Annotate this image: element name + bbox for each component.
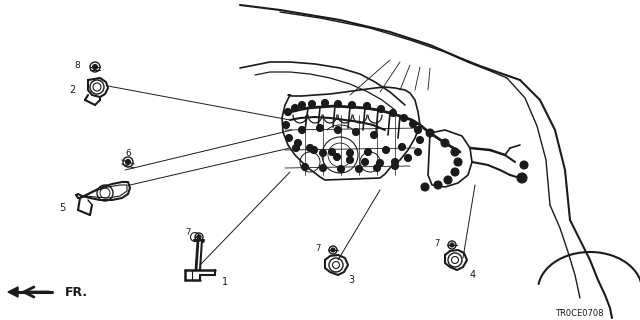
Circle shape (378, 106, 385, 113)
Circle shape (346, 156, 353, 164)
Circle shape (520, 161, 528, 169)
Circle shape (307, 145, 314, 151)
Circle shape (321, 100, 328, 107)
Circle shape (390, 109, 397, 116)
Circle shape (285, 108, 291, 116)
Circle shape (93, 65, 97, 69)
Circle shape (310, 147, 317, 154)
Text: 7: 7 (316, 244, 321, 252)
Text: 7: 7 (435, 238, 440, 247)
Circle shape (319, 149, 326, 156)
Text: 3: 3 (348, 275, 354, 285)
Circle shape (401, 115, 408, 122)
Circle shape (301, 164, 308, 171)
Circle shape (415, 126, 422, 133)
Circle shape (451, 148, 459, 156)
Circle shape (374, 164, 381, 172)
Circle shape (417, 137, 424, 143)
Circle shape (362, 158, 369, 165)
Circle shape (319, 164, 326, 172)
Polygon shape (8, 287, 18, 297)
Circle shape (454, 158, 462, 166)
Circle shape (444, 176, 452, 184)
Circle shape (197, 235, 201, 239)
Circle shape (285, 134, 292, 141)
Text: 4: 4 (470, 270, 476, 280)
Circle shape (308, 100, 316, 108)
Circle shape (355, 165, 362, 172)
Circle shape (426, 129, 434, 137)
Text: 2: 2 (68, 85, 75, 95)
Circle shape (298, 126, 305, 133)
Circle shape (392, 163, 399, 170)
Text: 7: 7 (186, 228, 191, 236)
Circle shape (291, 105, 298, 111)
Circle shape (349, 101, 355, 108)
Circle shape (517, 173, 527, 183)
Circle shape (451, 168, 459, 176)
Text: FR.: FR. (65, 285, 88, 299)
Circle shape (282, 122, 289, 129)
Circle shape (441, 139, 449, 147)
Circle shape (383, 147, 390, 154)
Circle shape (364, 102, 371, 109)
Circle shape (328, 148, 335, 156)
Circle shape (298, 101, 305, 108)
Circle shape (333, 154, 340, 161)
Circle shape (337, 165, 344, 172)
Circle shape (404, 155, 412, 162)
Text: 8: 8 (74, 60, 80, 69)
Circle shape (434, 181, 442, 189)
Text: 1: 1 (222, 277, 228, 287)
Text: TR0CE0708: TR0CE0708 (555, 308, 604, 317)
Circle shape (331, 248, 335, 252)
Text: 5: 5 (59, 203, 65, 213)
Circle shape (376, 159, 383, 166)
Circle shape (292, 145, 300, 151)
Circle shape (346, 149, 353, 156)
Circle shape (365, 148, 371, 156)
Circle shape (335, 100, 342, 108)
Text: 6: 6 (125, 148, 131, 157)
Circle shape (294, 140, 301, 147)
Circle shape (353, 129, 360, 135)
Circle shape (317, 124, 323, 132)
Circle shape (415, 148, 422, 156)
Circle shape (125, 159, 131, 164)
Circle shape (410, 121, 417, 127)
Circle shape (421, 183, 429, 191)
Circle shape (450, 243, 454, 247)
Circle shape (399, 143, 406, 150)
Circle shape (392, 158, 399, 165)
Circle shape (335, 126, 342, 133)
Circle shape (371, 132, 378, 139)
